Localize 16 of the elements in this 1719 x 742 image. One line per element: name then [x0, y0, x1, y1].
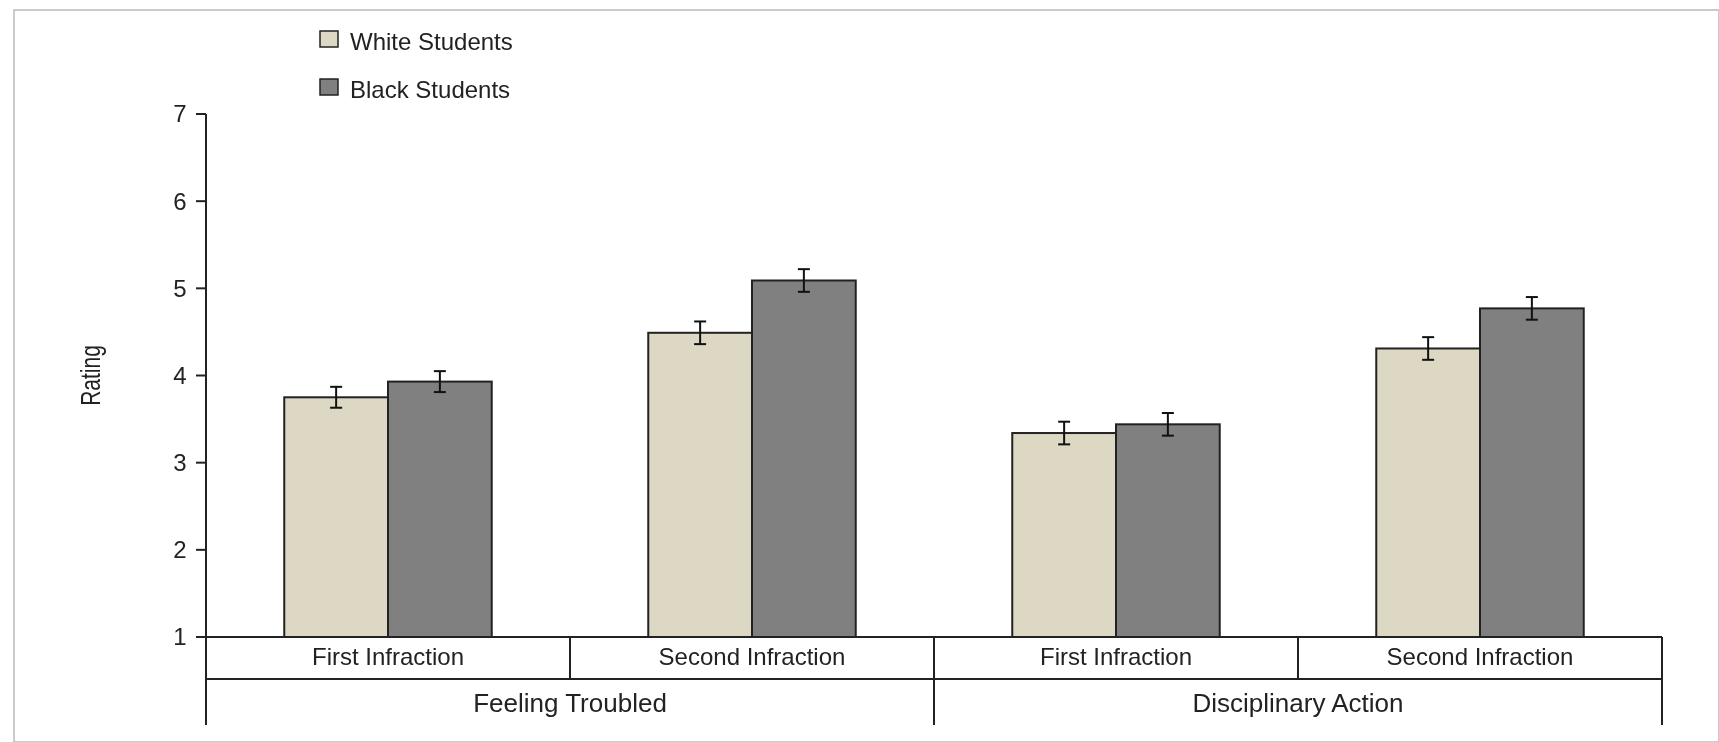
text: Disciplinary Action [1192, 688, 1404, 718]
y-tick-label: 7 [173, 100, 187, 128]
x-tick-label: First Infraction [311, 643, 465, 670]
legend-label: White Students [350, 28, 513, 56]
y-axis-title: Rating [75, 345, 106, 406]
y-tick-label: 6 [173, 187, 187, 215]
x-tick-label: Second Infraction [1386, 643, 1574, 670]
legend-label: Black Students [350, 76, 511, 104]
y-tick-label: 5 [173, 274, 187, 302]
y-tick-label: 3 [173, 449, 187, 477]
y-tick-label: 4 [173, 361, 187, 389]
text: Feeling Troubled [473, 688, 667, 718]
y-tick-label: 1 [173, 623, 187, 651]
y-tick-label: 2 [173, 536, 187, 564]
x-tick-label: First Infraction [1039, 643, 1193, 670]
x-tick-label: Second Infraction [658, 643, 846, 670]
